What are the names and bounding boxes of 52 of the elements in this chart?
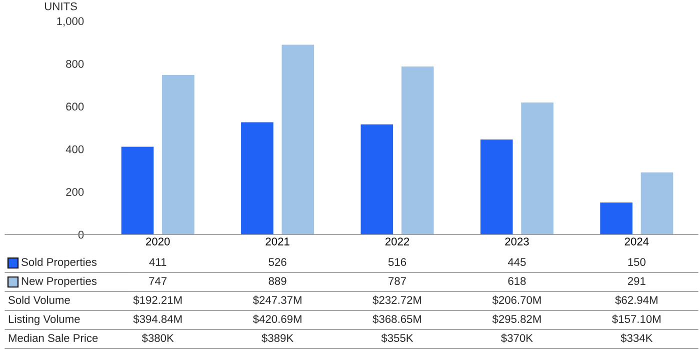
bar: [640, 172, 674, 234]
bar: [360, 124, 394, 234]
bar: [121, 146, 154, 234]
data-label: 787: [388, 277, 406, 285]
data-label: 618: [508, 277, 526, 285]
y-tick-label: 1,000: [57, 17, 84, 26]
legend-label: New Properties: [22, 276, 97, 288]
y-axis-title: UNITS: [44, 2, 77, 10]
text: $206.70M: [492, 296, 541, 305]
x-tick-label: 2023: [505, 238, 529, 246]
text: $389K: [262, 334, 294, 343]
text: $420.69M: [252, 314, 302, 324]
data-label: 411: [149, 258, 166, 266]
text: $355K: [381, 334, 414, 343]
text: $380K: [142, 334, 174, 343]
text: $370K: [501, 334, 533, 343]
x-tick-label: 2022: [385, 238, 410, 246]
bar: [241, 122, 274, 234]
text: $192.21M: [133, 296, 182, 305]
text: $157.10M: [612, 314, 660, 324]
text: $62.94M: [615, 296, 658, 305]
text: $232.72M: [372, 296, 422, 305]
y-tick-label: 200: [66, 188, 84, 196]
y-tick-label: 800: [66, 60, 84, 68]
bar: [282, 44, 314, 234]
x-tick-label: 2020: [146, 238, 170, 246]
y-tick-label: 400: [66, 145, 84, 154]
x-tick-label: 2021: [266, 238, 290, 246]
bar: [480, 139, 513, 234]
text: $247.37M: [252, 296, 302, 305]
text: $368.65M: [372, 314, 422, 324]
bar: [401, 66, 434, 234]
data-label: 150: [628, 258, 646, 266]
data-label: 526: [268, 258, 286, 266]
bar: [162, 75, 194, 234]
data-label: 889: [268, 277, 286, 285]
data-label: 445: [508, 258, 526, 266]
legend-label: Sold Properties: [22, 258, 97, 268]
bar: [521, 102, 554, 234]
text: Sold Volume: [8, 296, 70, 304]
x-tick-label: 2024: [624, 238, 649, 246]
y-tick-label: 0: [78, 230, 84, 239]
bar: [600, 202, 632, 234]
text: Listing Volume: [8, 314, 80, 326]
data-label: 291: [628, 277, 646, 285]
y-tick-label: 600: [66, 102, 84, 111]
text: $295.82M: [492, 314, 541, 324]
data-label: 516: [388, 258, 406, 266]
text: $334K: [620, 334, 653, 343]
text: $394.84M: [133, 314, 182, 324]
data-label: 747: [149, 277, 167, 285]
text: Median Sale Price: [8, 334, 98, 342]
